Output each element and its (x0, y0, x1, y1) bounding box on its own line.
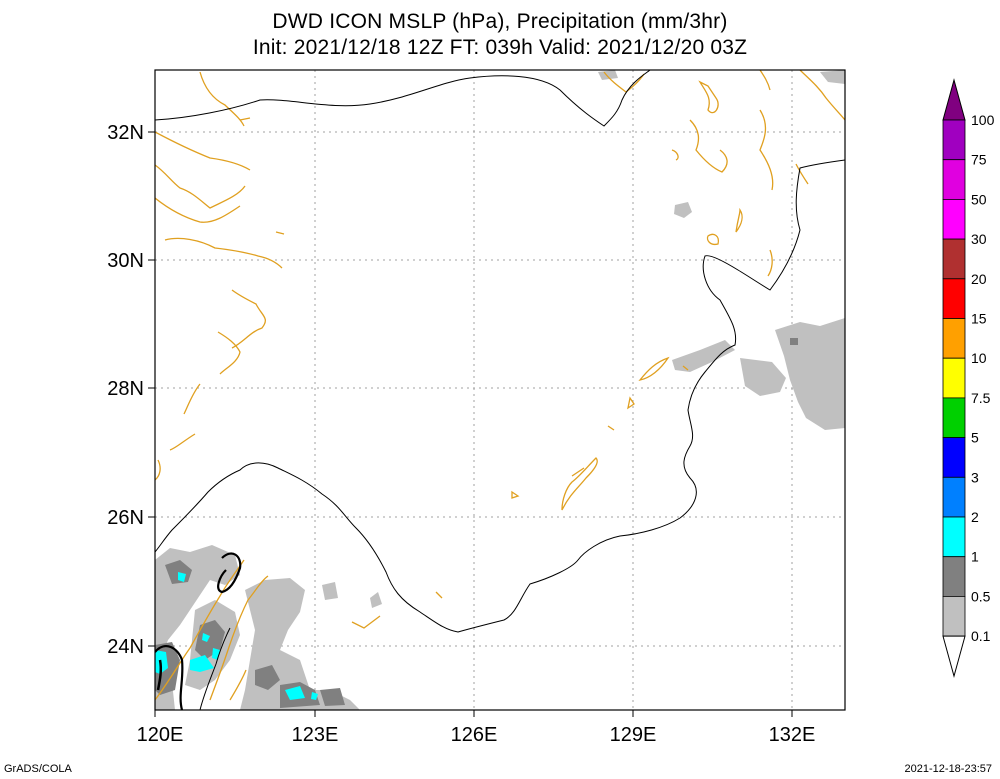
colorbar-label: 20 (971, 271, 987, 287)
colorbar-label: 0.5 (971, 588, 991, 604)
colorbar-label: 15 (971, 311, 987, 327)
lat-label-32n: 32N (107, 122, 144, 144)
lon-label-120e: 120E (137, 724, 184, 746)
lon-label-129e: 129E (610, 724, 657, 746)
colorbar-segment (942, 596, 966, 637)
lat-label-26n: 26N (107, 507, 144, 529)
axis-ticks (148, 131, 793, 717)
map-title: DWD ICON MSLP (hPa), Precipitation (mm/3… (272, 10, 728, 33)
colorbar-segment (942, 159, 966, 200)
colorbar-segment (942, 476, 966, 518)
colorbar-label: 5 (971, 430, 979, 446)
colorbar-segment (942, 397, 966, 438)
coastlines (155, 70, 845, 701)
colorbar-segment (942, 516, 966, 558)
map-subtitle: Init: 2021/12/18 12Z FT: 039h Valid: 202… (252, 36, 748, 59)
colorbar-top-triangle (942, 78, 966, 121)
colorbar-label: 7.5 (971, 390, 991, 406)
colorbar-label: 100 (971, 112, 995, 128)
lon-label-123e: 123E (292, 724, 339, 746)
lat-label-30n: 30N (107, 250, 144, 272)
colorbar-segment (942, 318, 966, 359)
colorbar-bottom-triangle (942, 635, 966, 678)
colorbar-label: 30 (971, 231, 987, 247)
colorbar-segment (942, 556, 966, 597)
colorbar-label: 50 (971, 191, 987, 207)
colorbar-segment (942, 238, 966, 280)
latitude-labels: 32N 30N 28N 26N 24N (107, 122, 144, 658)
colorbar-label: 75 (971, 152, 987, 168)
colorbar-label: 10 (971, 350, 987, 366)
colorbar-label: 2 (971, 509, 979, 525)
isobars (155, 70, 845, 710)
colorbar-segment (942, 198, 966, 240)
colorbar-segment (942, 119, 966, 161)
colorbar-segment (942, 437, 966, 478)
colorbar-label: 0.1 (971, 628, 991, 644)
colorbar-segment (942, 278, 966, 319)
footer-timestamp: 2021-12-18-23:57 (904, 763, 992, 775)
precipitation-areas (155, 70, 845, 710)
lon-label-132e: 132E (769, 724, 816, 746)
lon-label-126e: 126E (451, 724, 498, 746)
colorbar-label: 3 (971, 469, 979, 485)
colorbar-segment (942, 357, 966, 399)
plot-border (154, 69, 846, 711)
longitude-labels: 120E 123E 126E 129E 132E (137, 724, 816, 746)
lat-label-24n: 24N (107, 636, 144, 658)
footer-software: GrADS/COLA (4, 763, 72, 775)
colorbar-label: 1 (971, 549, 979, 565)
lat-label-28n: 28N (107, 378, 144, 400)
colorbar: 100 75 50 30 20 15 10 7.5 5 3 2 1 0.5 0.1 (942, 78, 995, 678)
